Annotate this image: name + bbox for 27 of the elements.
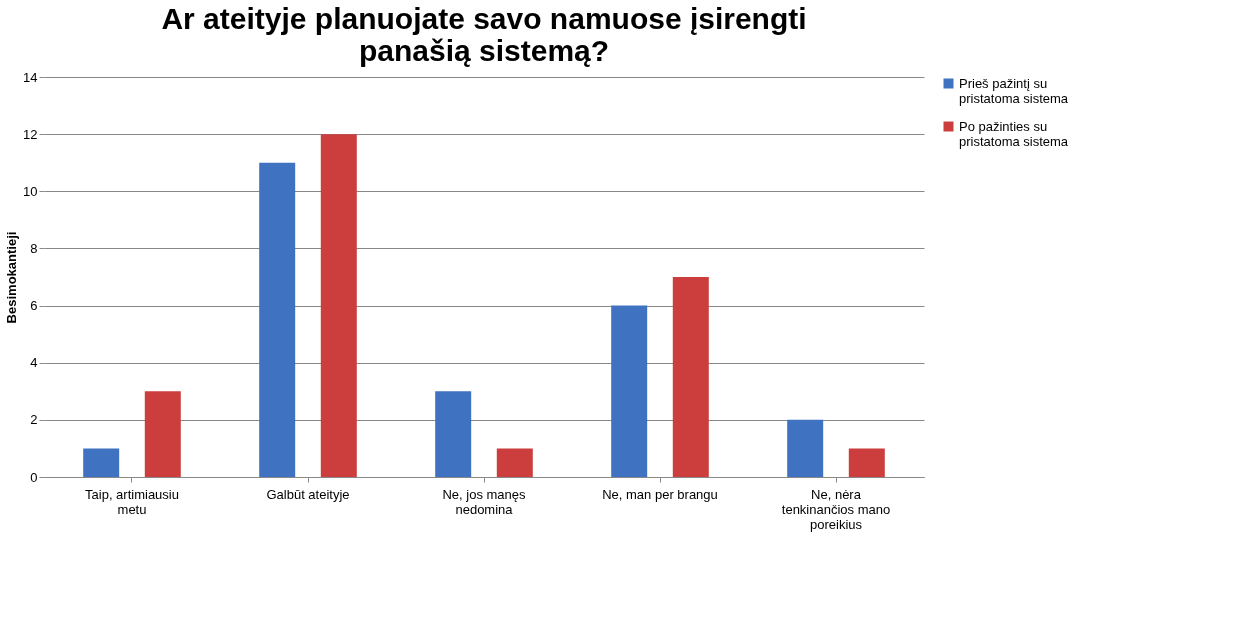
bar	[144, 391, 181, 477]
bar	[611, 305, 648, 477]
bar	[848, 448, 885, 477]
bar	[787, 419, 824, 477]
bar	[672, 277, 709, 477]
y-tick-label: 4	[30, 355, 38, 371]
y-tick-label: 2	[30, 412, 38, 428]
bar	[83, 448, 120, 477]
bar	[259, 162, 296, 477]
legend-label: Prieš pažintį su pristatoma sistema	[959, 75, 1069, 106]
x-tick-label: Ne, jos manęs nedomina	[442, 486, 527, 517]
x-tick-label: Ne, nėra tenkinančios mano poreikius	[781, 486, 891, 532]
y-tick-label: 12	[23, 126, 38, 142]
y-tick-label: 8	[30, 240, 38, 256]
y-tick-label: 14	[23, 69, 38, 85]
bar	[496, 448, 533, 477]
y-tick-label: 6	[30, 298, 38, 314]
x-tick-label: Ne, man per brangu	[602, 486, 718, 502]
legend-label: Po pažinties su pristatoma sistema	[959, 118, 1069, 149]
y-tick-label: 10	[23, 183, 38, 199]
y-tick-label: 0	[30, 469, 38, 485]
y-axis-title: Besimokantieji	[4, 231, 20, 324]
x-tick-label: Taip, artimiausiu metu	[85, 486, 179, 517]
bar	[435, 391, 472, 477]
x-tick-label: Galbūt ateityje	[266, 486, 350, 502]
bar	[320, 134, 357, 477]
chart-title: Ar ateityje planuojate savo namuose įsirengti panašią sistemą?	[161, 2, 807, 67]
